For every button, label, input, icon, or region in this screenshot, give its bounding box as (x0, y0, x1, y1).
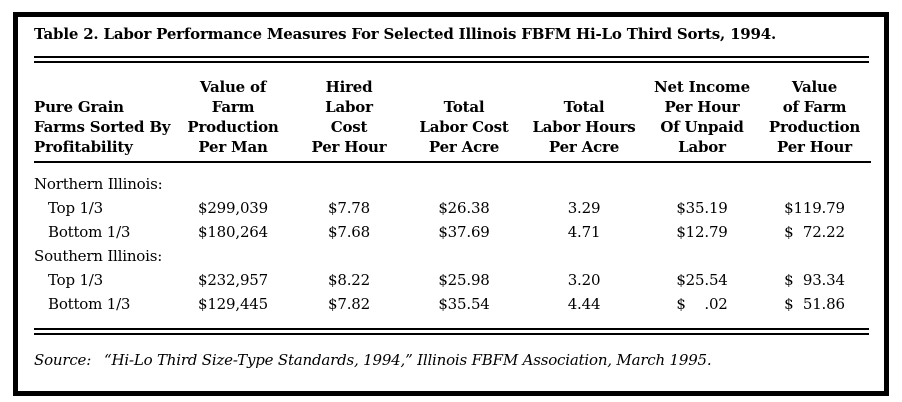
cell-value: $180,264 (198, 223, 268, 241)
table-row-southern-bottom: Bottom 1/3 $129,445 $7.82 $35.54 4.44 $ … (34, 292, 871, 316)
column-header-value-per-man: Value of Farm Production Per Man (174, 63, 292, 163)
column-header-hired-labor-cost: Hired Labor Cost Per Hour (292, 63, 406, 163)
cell-value: $25.54 (676, 271, 728, 289)
table-body: Northern Illinois: Top 1/3 $299,039 $7.7… (34, 162, 871, 316)
header-row: Pure Grain Farms Sorted By Profitability… (34, 63, 871, 163)
row-label: Bottom 1/3 (48, 223, 131, 241)
cell-value: $ 72.22 (784, 223, 845, 241)
section-row-southern: Southern Illinois: (34, 244, 871, 268)
cell-value: $232,957 (198, 271, 268, 289)
cell-value: $25.98 (438, 271, 490, 289)
row-label: Bottom 1/3 (48, 295, 131, 313)
cell-value: $8.22 (328, 271, 370, 289)
section-label: Northern Illinois: (34, 175, 163, 193)
section-label: Southern Illinois: (34, 247, 163, 265)
section-row-northern: Northern Illinois: (34, 162, 871, 196)
column-header-farm-sort: Pure Grain Farms Sorted By Profitability (34, 63, 174, 163)
table-row-northern-top: Top 1/3 $299,039 $7.78 $26.38 3.29 $35.1… (34, 196, 871, 220)
column-header-total-labor-cost: Total Labor Cost Per Acre (406, 63, 522, 163)
cell-value: $35.19 (676, 199, 728, 217)
table-row-southern-top: Top 1/3 $232,957 $8.22 $25.98 3.20 $25.5… (34, 268, 871, 292)
row-label: Top 1/3 (48, 271, 103, 289)
cell-value: 4.71 (567, 223, 601, 241)
cell-value: $7.68 (328, 223, 370, 241)
source-label: Source: (34, 351, 92, 369)
cell-value: 4.44 (567, 295, 601, 313)
cell-value: $37.69 (438, 223, 490, 241)
cell-value: $35.54 (438, 295, 490, 313)
cell-value: $7.78 (328, 199, 370, 217)
table-title: Table 2. Labor Performance Measures For … (34, 25, 777, 43)
cell-value: $ 93.34 (784, 271, 845, 289)
cell-value: 3.20 (567, 271, 601, 289)
section-spacer (174, 162, 871, 196)
cell-value: $129,445 (198, 295, 268, 313)
cell-value: $26.38 (438, 199, 490, 217)
cell-value: $119.79 (784, 199, 845, 217)
source-note: Source: “Hi-Lo Third Size-Type Standards… (34, 351, 869, 369)
labor-performance-table: Pure Grain Farms Sorted By Profitability… (34, 63, 871, 316)
cell-value: $12.79 (676, 223, 728, 241)
bottom-divider-rule (34, 328, 869, 335)
cell-value: $ .02 (676, 295, 728, 313)
column-header-value-per-hour: Value of Farm Production Per Hour (758, 63, 871, 163)
cell-value: $299,039 (198, 199, 268, 217)
section-spacer (174, 244, 871, 268)
cell-value: $ 51.86 (784, 295, 845, 313)
table-frame: Table 2. Labor Performance Measures For … (13, 12, 889, 396)
column-header-net-income-unpaid: Net Income Per Hour Of Unpaid Labor (646, 63, 758, 163)
row-label: Top 1/3 (48, 199, 103, 217)
column-header-total-labor-hours: Total Labor Hours Per Acre (522, 63, 646, 163)
title-divider-rule (34, 56, 869, 63)
table-row-northern-bottom: Bottom 1/3 $180,264 $7.68 $37.69 4.71 $1… (34, 220, 871, 244)
cell-value: 3.29 (567, 199, 601, 217)
table-header: Pure Grain Farms Sorted By Profitability… (34, 63, 871, 163)
cell-value: $7.82 (328, 295, 370, 313)
source-text: “Hi-Lo Third Size-Type Standards, 1994,”… (104, 351, 712, 369)
